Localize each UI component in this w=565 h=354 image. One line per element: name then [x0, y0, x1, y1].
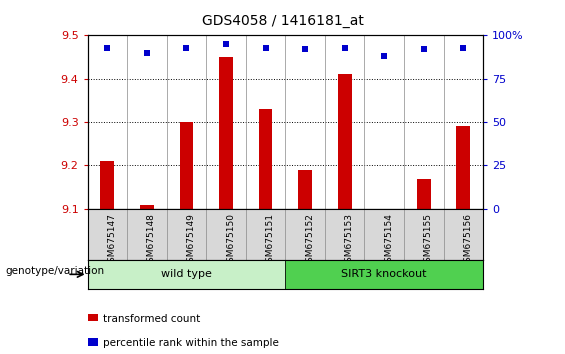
Bar [219, 57, 233, 209]
Text: wild type: wild type [161, 269, 212, 279]
Point [182, 45, 191, 50]
Point [380, 53, 389, 59]
Text: GSM675155: GSM675155 [424, 213, 433, 268]
Text: GSM675147: GSM675147 [107, 213, 116, 268]
Text: GDS4058 / 1416181_at: GDS4058 / 1416181_at [202, 14, 363, 28]
Point [340, 45, 349, 50]
Text: genotype/variation: genotype/variation [6, 266, 105, 276]
Point [142, 50, 151, 56]
Text: GSM675149: GSM675149 [186, 213, 195, 268]
Bar [101, 161, 114, 209]
Bar [298, 170, 312, 209]
Bar [457, 126, 470, 209]
Text: GSM675151: GSM675151 [266, 213, 275, 268]
Point [221, 41, 231, 47]
Text: GSM675154: GSM675154 [384, 213, 393, 268]
Text: percentile rank within the sample: percentile rank within the sample [103, 338, 279, 348]
Bar [259, 109, 272, 209]
Text: GSM675156: GSM675156 [463, 213, 472, 268]
Text: GSM675153: GSM675153 [345, 213, 354, 268]
Point [419, 46, 428, 52]
Bar [140, 205, 154, 209]
Bar [180, 122, 193, 209]
Bar [285, 260, 483, 289]
Text: SIRT3 knockout: SIRT3 knockout [341, 269, 427, 279]
Point [459, 45, 468, 50]
Point [301, 46, 310, 52]
Text: GSM675148: GSM675148 [147, 213, 156, 268]
Text: GSM675152: GSM675152 [305, 213, 314, 268]
Bar [338, 74, 351, 209]
Point [103, 45, 112, 50]
Bar [88, 260, 285, 289]
Bar [417, 178, 431, 209]
Text: GSM675150: GSM675150 [226, 213, 235, 268]
Point [261, 45, 270, 50]
Text: transformed count: transformed count [103, 314, 201, 324]
